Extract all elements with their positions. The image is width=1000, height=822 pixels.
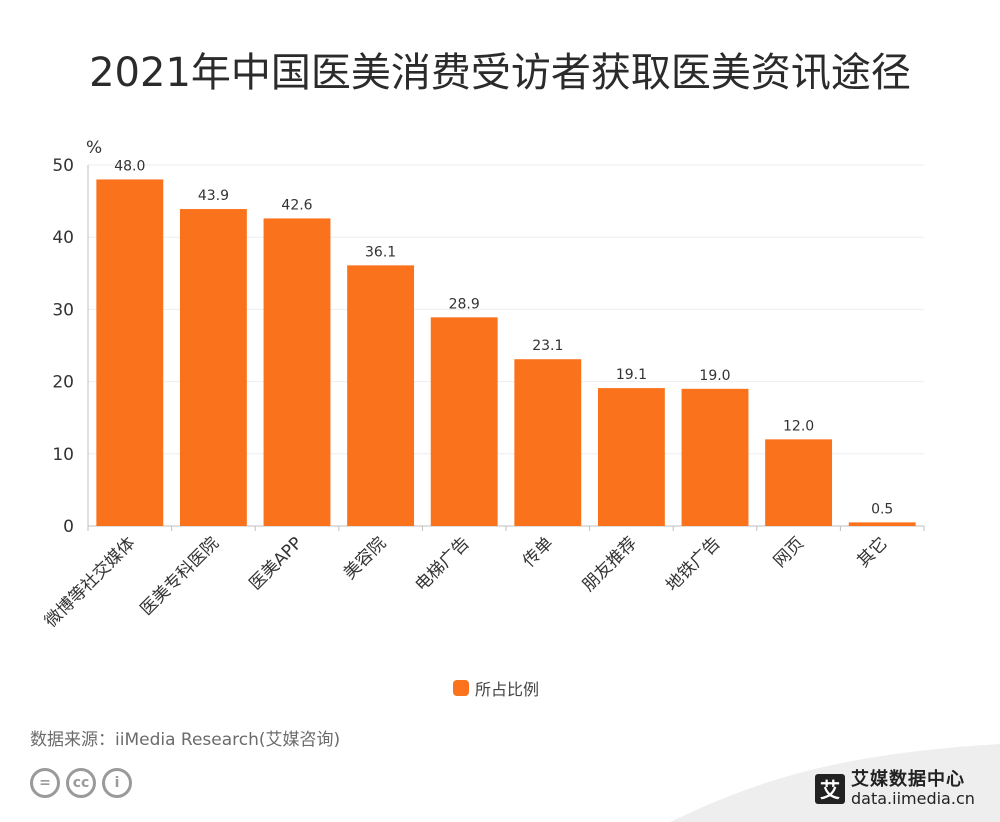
x-tick-label: 其它 xyxy=(854,533,892,571)
x-tick-label: 美容院 xyxy=(340,533,390,583)
data-label: 36.1 xyxy=(365,244,396,260)
x-tick-label: 医美APP xyxy=(246,533,307,594)
bar-chart: 0 10 20 30 40 50% 48.0 微博等社交媒体 43.9 医美专科医院 42.6 医美A… xyxy=(41,138,925,632)
data-label: 43.9 xyxy=(198,188,229,204)
bar xyxy=(263,218,331,527)
data-label: 28.9 xyxy=(449,296,480,312)
x-tick-label: 地铁广告 xyxy=(662,533,724,595)
data-label: 19.0 xyxy=(699,368,730,384)
data-label: 0.5 xyxy=(871,501,893,517)
nd-license-icon: = xyxy=(30,768,60,798)
x-tick-label: 传单 xyxy=(519,533,557,571)
source-note: 数据来源：iiMedia Research(艾媒咨询) xyxy=(30,730,341,750)
bar xyxy=(681,388,749,526)
data-label: 19.1 xyxy=(616,367,647,383)
bar xyxy=(96,179,164,526)
license-icons: = cc i xyxy=(30,768,132,798)
bar xyxy=(597,388,665,526)
y-tick-label: 0 xyxy=(63,517,74,537)
data-label: 23.1 xyxy=(532,338,563,354)
legend: 所占比例 xyxy=(453,676,539,700)
data-label: 42.6 xyxy=(281,197,312,213)
brand-name: 艾媒数据中心 xyxy=(851,769,965,790)
bar xyxy=(765,439,833,526)
bar xyxy=(179,209,247,527)
y-tick-label: 10 xyxy=(52,445,74,465)
y-tick-label: 40 xyxy=(52,228,74,248)
x-tick-label: 朋友推荐 xyxy=(579,533,641,595)
data-label: 48.0 xyxy=(114,158,145,174)
brand-url: data.iimedia.cn xyxy=(851,788,975,808)
bar xyxy=(347,265,415,526)
chart-title: 2021年中国医美消费受访者获取医美资讯途径 xyxy=(89,50,911,96)
bar xyxy=(514,359,582,526)
y-tick-label: 30 xyxy=(52,300,74,320)
bar xyxy=(430,317,498,526)
x-tick-label: 网页 xyxy=(770,533,808,571)
cc-license-icon: cc xyxy=(66,768,96,798)
legend-swatch xyxy=(453,680,469,696)
y-axis-unit: % xyxy=(86,138,102,158)
bar xyxy=(848,522,916,526)
x-tick-label: 微博等社交媒体 xyxy=(41,533,139,631)
brand-block: 艾 艾媒数据中心 data.iimedia.cn xyxy=(815,770,975,807)
x-tick-label: 医美专科医院 xyxy=(137,533,223,619)
y-tick-label: 50 xyxy=(52,156,74,176)
y-tick-label: 20 xyxy=(52,373,74,393)
legend-label: 所占比例 xyxy=(475,680,540,699)
brand-logo-icon: 艾 xyxy=(815,773,845,804)
attribution-license-icon: i xyxy=(102,768,132,798)
x-tick-label: 电梯广告 xyxy=(412,533,474,595)
data-label: 12.0 xyxy=(783,418,814,434)
